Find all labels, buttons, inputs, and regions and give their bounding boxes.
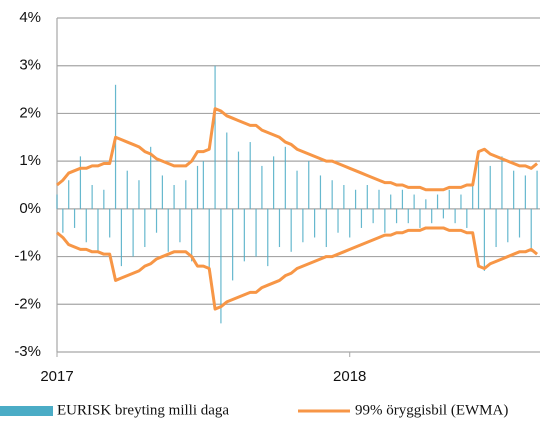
bar	[536, 170, 538, 209]
bar	[349, 208, 351, 238]
bar	[237, 151, 240, 209]
bar	[401, 189, 404, 209]
bar	[460, 194, 462, 209]
bar	[208, 208, 210, 271]
bar	[261, 165, 263, 209]
y-tick-label: -3%	[14, 343, 41, 360]
bar	[360, 208, 363, 228]
bar	[477, 161, 480, 209]
legend-swatch	[0, 406, 53, 416]
bar	[109, 208, 111, 238]
y-tick-label: 0%	[19, 200, 41, 217]
bar	[255, 208, 257, 257]
bar	[273, 156, 275, 209]
bar	[196, 165, 199, 209]
bar	[284, 146, 286, 209]
bar	[220, 208, 222, 324]
bar	[278, 208, 281, 248]
bar	[302, 208, 304, 243]
bar	[155, 208, 158, 233]
bar	[413, 194, 415, 209]
bar	[138, 180, 140, 209]
bar	[85, 208, 87, 243]
x-tick-label: 2017	[40, 368, 73, 385]
bar	[103, 189, 105, 209]
bar	[419, 208, 421, 228]
bar	[62, 208, 64, 233]
bar	[179, 208, 181, 243]
bar	[354, 189, 357, 209]
bar	[431, 208, 433, 224]
bar	[442, 208, 444, 219]
bar	[308, 161, 310, 209]
bar	[384, 208, 386, 233]
bar	[73, 208, 76, 228]
bar	[202, 161, 204, 209]
bar	[489, 165, 491, 209]
bar	[290, 208, 292, 252]
bar	[191, 208, 193, 262]
bar	[319, 175, 322, 209]
bar	[126, 170, 128, 209]
bar	[68, 180, 70, 209]
bar	[167, 208, 169, 252]
bar	[150, 146, 152, 209]
y-tick-label: -2%	[14, 295, 41, 312]
bar	[232, 208, 234, 281]
bar	[331, 180, 333, 209]
bar	[56, 194, 58, 209]
bar	[436, 194, 439, 209]
bar	[495, 208, 497, 248]
bar	[448, 189, 450, 209]
bar	[325, 208, 327, 248]
bar	[226, 132, 228, 209]
bar	[524, 175, 526, 209]
x-tick-label: 2018	[333, 368, 366, 385]
bar	[483, 208, 485, 271]
bar	[132, 208, 134, 257]
bar	[97, 208, 99, 252]
bar	[173, 185, 175, 209]
bar	[144, 208, 146, 248]
bar	[314, 208, 316, 238]
bar	[114, 84, 117, 209]
bar	[372, 208, 374, 224]
bar	[366, 185, 368, 209]
bar	[390, 194, 392, 209]
y-tick-label: 2%	[19, 104, 41, 121]
bar	[337, 208, 339, 233]
bar	[395, 208, 398, 224]
bar	[249, 142, 251, 209]
bar	[378, 189, 380, 209]
bar	[296, 170, 298, 209]
bar	[343, 185, 345, 209]
bar	[507, 208, 509, 243]
bar	[267, 208, 269, 267]
bar	[513, 170, 515, 209]
bar	[501, 156, 503, 209]
y-tick-label: -1%	[14, 248, 41, 265]
bar	[214, 65, 216, 209]
bar	[425, 199, 427, 209]
bar	[407, 208, 409, 224]
bar	[161, 175, 163, 209]
bar	[530, 208, 532, 252]
y-tick-label: 1%	[19, 152, 41, 169]
bar	[472, 185, 474, 209]
y-tick-label: 4%	[19, 9, 41, 26]
bar	[79, 156, 82, 209]
bar	[518, 208, 521, 238]
bar	[454, 208, 456, 224]
bar	[91, 185, 93, 209]
bar	[466, 208, 468, 228]
band-line	[56, 226, 539, 311]
bar	[243, 208, 245, 262]
legend-label: EURISK breyting milli daga	[57, 402, 229, 418]
legend-label: 99% öryggisbil (EWMA)	[355, 402, 508, 418]
bar	[185, 180, 187, 209]
y-tick-label: 3%	[19, 57, 41, 74]
band-line	[56, 107, 539, 192]
bar	[120, 208, 122, 267]
